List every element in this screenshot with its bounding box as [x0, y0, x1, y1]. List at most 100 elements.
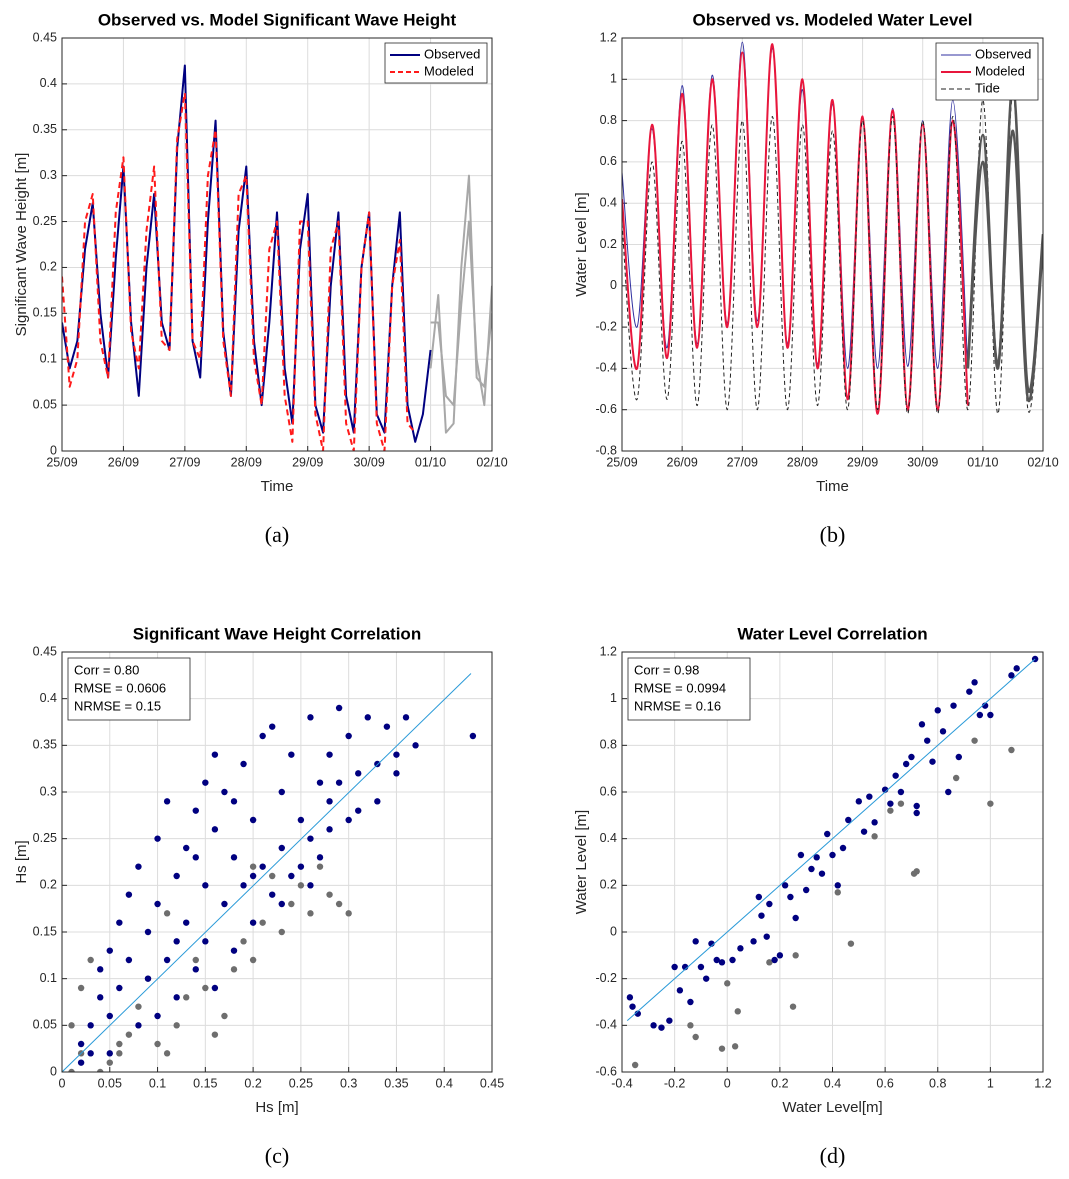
x-tick-label: 0.4 — [824, 1076, 841, 1090]
y-tick-label: -0.2 — [595, 319, 617, 333]
x-tick-label: 0.3 — [340, 1076, 357, 1090]
panel: 0 0.05 0.1 0.15 0.2 0.25 0.3 0.35 0.4 0.45 25/09 26… — [13, 10, 508, 547]
scatter-point — [987, 800, 994, 807]
y-tick-label: 0.05 — [33, 1018, 57, 1032]
scatter-point — [316, 779, 324, 786]
scatter-point — [887, 807, 894, 814]
scatter-point — [950, 702, 957, 709]
y-tick-label: 0.6 — [600, 784, 617, 798]
scatter-point — [393, 770, 400, 777]
caption: (b) — [820, 522, 846, 547]
scatter-point — [374, 798, 381, 805]
scatter-point — [116, 984, 123, 992]
y-tick-label: 0.2 — [600, 878, 617, 892]
annotation-box — [67, 657, 191, 721]
scatter-point — [249, 956, 257, 964]
panel: -0.6-0.4-0.200.20.40.60.811.2-0.4 -0.2 0 0.… — [573, 624, 1052, 1168]
scatter-point — [68, 1068, 75, 1072]
y-tick-label: -0.8 — [595, 443, 617, 457]
y-tick-label: 0.45 — [33, 30, 57, 44]
scatter-point — [792, 914, 799, 922]
scatter-point — [776, 952, 784, 959]
scatter-point — [202, 938, 209, 945]
legend-label: Modeled — [975, 63, 1025, 78]
scatter-point — [183, 844, 190, 852]
y-tick-label: -0.6 — [595, 1064, 617, 1078]
axes-box — [61, 651, 493, 1073]
scatter-point — [307, 910, 314, 917]
y-tick-label: 0.15 — [33, 306, 57, 320]
scatter-point — [163, 910, 171, 917]
series-line — [430, 220, 492, 407]
scatter-point — [802, 886, 810, 894]
x-tick-label: 27/09 — [169, 455, 200, 469]
scatter-point — [1008, 746, 1015, 754]
caption: (c) — [265, 1143, 289, 1168]
scatter-point — [163, 1050, 171, 1057]
caption: (a) — [265, 522, 289, 547]
scatter-point — [981, 702, 989, 709]
series-line — [966, 129, 1043, 403]
scatter-point — [106, 947, 113, 954]
scatter-point — [934, 707, 941, 714]
scatter-point — [929, 758, 936, 765]
scatter-point — [326, 891, 333, 898]
scatter-point — [211, 826, 219, 833]
x-tick-label: 0.8 — [929, 1076, 946, 1090]
y-tick-label: 0.45 — [33, 644, 57, 658]
y-tick-label: 1 — [610, 691, 617, 705]
scatter-point — [824, 830, 831, 838]
x-axis-label: Hs [m] — [255, 1099, 298, 1116]
x-tick-label: 0 — [59, 1076, 66, 1090]
plot-layer — [62, 673, 477, 1072]
scatter-point — [116, 1050, 123, 1057]
scatter-point — [230, 966, 238, 973]
y-tick-label: 0.2 — [40, 260, 57, 274]
scatter-point — [834, 889, 841, 896]
x-tick-label: 25/09 — [46, 455, 77, 469]
scatter-point — [249, 816, 257, 824]
scatter-point — [364, 714, 371, 721]
x-tick-label: 26/09 — [108, 455, 139, 469]
legend: Observed Modeled Tide — [935, 42, 1039, 101]
annotation: Corr = 0.80 RMSE = 0.0606 NRMSE = 0.15 — [67, 657, 191, 721]
scatter-point — [221, 900, 228, 908]
scatter-point — [952, 774, 960, 782]
y-tick-label: -0.4 — [595, 361, 617, 375]
y-tick-label: 0.1 — [40, 971, 57, 985]
scatter-point — [966, 688, 973, 695]
scatter-point — [626, 994, 634, 1001]
scatter-point — [97, 1068, 104, 1072]
panel: -0.8 -0.6 -0.4 -0.2 0 0.2 0.4 0.6 0.8 1 1.2 25/09 26… — [573, 10, 1059, 547]
scatter-point — [676, 987, 684, 994]
scatter-point — [125, 956, 133, 964]
x-tick-label: 0.25 — [289, 1076, 313, 1090]
scatter-point — [692, 938, 699, 945]
x-tick-label: 0.35 — [384, 1076, 408, 1090]
scatter-point — [192, 966, 199, 973]
scatter-point — [412, 742, 419, 749]
y-tick-label: 0.25 — [33, 831, 57, 845]
scatter-point — [1013, 665, 1020, 672]
scatter-point — [135, 863, 142, 870]
scatter-point — [787, 893, 794, 901]
scatter-point — [154, 1012, 161, 1020]
scatter-point — [97, 966, 104, 973]
scatter-point — [697, 963, 705, 971]
y-tick-label: 0.4 — [40, 691, 57, 705]
y-axis-label: Significant Wave Height [m] — [13, 153, 30, 337]
scatter-point — [469, 732, 477, 740]
scatter-point — [763, 933, 770, 940]
scatter-point — [278, 900, 285, 908]
legend-box — [384, 42, 488, 84]
scatter-point — [173, 872, 180, 880]
scatter-point — [650, 1022, 657, 1029]
y-tick-label: -0.4 — [595, 1018, 617, 1032]
scatter-point — [106, 1012, 113, 1020]
scatter-point — [192, 854, 199, 861]
scatter-point — [307, 714, 314, 721]
scatter-point — [116, 1040, 123, 1048]
scatter-point — [221, 1012, 228, 1020]
annotation-text: Corr = 0.80 — [74, 662, 139, 677]
scatter-point — [230, 947, 238, 954]
